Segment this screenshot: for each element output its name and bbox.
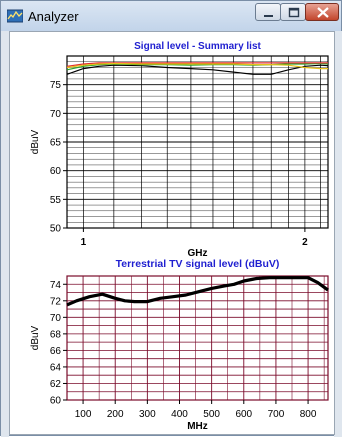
y-tick-label: 62 bbox=[50, 379, 62, 390]
charts-canvas: Signal level - Summary list 50 55 60 65 70 75 1… bbox=[30, 41, 329, 432]
x-axis-label: GHz bbox=[188, 248, 208, 259]
y-tick-label: 64 bbox=[50, 362, 62, 373]
x-tick-label: 600 bbox=[235, 409, 252, 420]
y-axis-label: dBuV bbox=[30, 129, 41, 154]
x-axis-label: MHz bbox=[187, 421, 208, 432]
x-tick-label: 100 bbox=[75, 409, 92, 420]
x-tick-label: 500 bbox=[203, 409, 220, 420]
y-tick-label: 72 bbox=[50, 296, 62, 307]
minimize-button[interactable] bbox=[255, 3, 281, 21]
y-tick-label: 68 bbox=[50, 329, 62, 340]
maximize-icon bbox=[288, 7, 300, 18]
chart-title: Terrestrial TV signal level (dBuV) bbox=[116, 258, 280, 270]
y-tick-label: 75 bbox=[50, 80, 62, 91]
y-tick-label: 60 bbox=[50, 166, 62, 177]
minimize-icon bbox=[264, 15, 273, 17]
chart-title: Signal level - Summary list bbox=[134, 41, 261, 52]
window-frame-right bbox=[334, 31, 342, 437]
y-tick-label: 60 bbox=[50, 396, 62, 407]
y-tick-label: 50 bbox=[50, 224, 62, 235]
close-icon bbox=[317, 7, 329, 18]
series-line bbox=[66, 62, 328, 67]
maximize-button[interactable] bbox=[280, 3, 306, 21]
x-tick-label: 2 bbox=[302, 237, 308, 248]
plot-frame bbox=[66, 275, 329, 401]
series-line bbox=[66, 64, 329, 75]
chart-area: Signal level - Summary list 50 55 60 65 70 75 1… bbox=[9, 31, 335, 435]
window-title: Analyzer bbox=[28, 9, 79, 24]
y-tick-label: 70 bbox=[50, 313, 62, 324]
series-line bbox=[66, 62, 328, 70]
y-axis-label: dBuV bbox=[30, 325, 41, 350]
x-tick-label: 700 bbox=[268, 409, 285, 420]
y-tick-label: 74 bbox=[50, 280, 62, 291]
title-bar[interactable]: Analyzer bbox=[1, 1, 341, 31]
x-tick-label: 300 bbox=[139, 409, 156, 420]
x-tick-label: 400 bbox=[171, 409, 188, 420]
x-tick-label: 1 bbox=[81, 237, 87, 248]
y-tick-label: 70 bbox=[50, 109, 62, 120]
series-line bbox=[66, 276, 329, 307]
close-button[interactable] bbox=[305, 3, 339, 21]
spectrum-analyzer-icon bbox=[7, 9, 23, 23]
x-tick-label: 200 bbox=[107, 409, 124, 420]
window-frame-left bbox=[1, 31, 9, 437]
y-tick-label: 55 bbox=[50, 195, 62, 206]
y-tick-label: 65 bbox=[50, 138, 62, 149]
y-tick-label: 66 bbox=[50, 346, 62, 357]
x-tick-label: 800 bbox=[300, 409, 317, 420]
